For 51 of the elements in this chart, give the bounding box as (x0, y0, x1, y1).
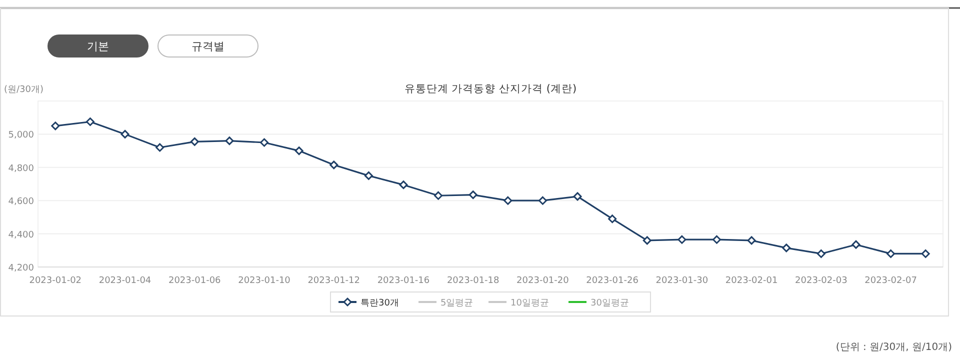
point (782, 244, 791, 252)
legend-label: 특란30개 (360, 298, 399, 308)
point (399, 180, 408, 190)
point (921, 249, 930, 258)
y-tick-label: 4,600 (8, 197, 34, 208)
x-tick-label: 2023-01-26 (586, 276, 639, 286)
x-tick-label: 2023-01-30 (656, 276, 708, 286)
text: (단위 : 원/30개, 원/10개) (836, 342, 952, 353)
x-tick-label: 2023-01-02 (29, 276, 82, 286)
point (538, 196, 547, 205)
point (86, 118, 94, 126)
point (468, 190, 478, 200)
point (330, 160, 338, 170)
point (678, 235, 686, 244)
point (608, 214, 617, 224)
point (886, 249, 896, 258)
legend-label: 10일평균 (510, 298, 549, 308)
point (747, 236, 756, 245)
y-axis-title: (원/30개) (4, 85, 44, 95)
x-tick-label: 2023-01-20 (516, 276, 570, 286)
chart-title: 유통단계 가격동향 산지가격 (계란) (404, 83, 577, 95)
point (294, 146, 304, 156)
x-tick-label: 2023-01-04 (98, 276, 152, 286)
point (225, 136, 234, 146)
point (816, 249, 826, 258)
x-tick-label: 2023-02-07 (864, 276, 917, 286)
x-tick-label: 2023-01-10 (238, 276, 291, 286)
point (573, 192, 582, 201)
point (156, 143, 164, 152)
y-tick-label: 4,800 (8, 164, 34, 174)
x-tick-label: 2023-02-03 (795, 276, 848, 286)
point (642, 236, 652, 245)
point (712, 235, 721, 244)
point (364, 171, 373, 180)
y-tick-label: 4,200 (8, 264, 34, 274)
point (852, 240, 860, 249)
point (434, 191, 443, 200)
point (51, 122, 60, 130)
point (260, 138, 268, 147)
x-tick-label: 2023-01-12 (308, 276, 360, 286)
x-tick-label: 2023-01-18 (446, 276, 500, 286)
point (504, 196, 512, 205)
point (120, 130, 130, 138)
y-tick-label: 5,000 (8, 130, 34, 141)
x-tick-label: 2023-01-16 (377, 276, 430, 286)
y-tick-label: 4,400 (8, 230, 34, 240)
point (190, 137, 199, 146)
x-tick-label: 2023-02-01 (725, 276, 778, 286)
x-tick-label: 2023-01-06 (168, 276, 222, 286)
legend-label: 30일평균 (590, 298, 629, 308)
legend-label: 5일평균 (440, 298, 474, 308)
